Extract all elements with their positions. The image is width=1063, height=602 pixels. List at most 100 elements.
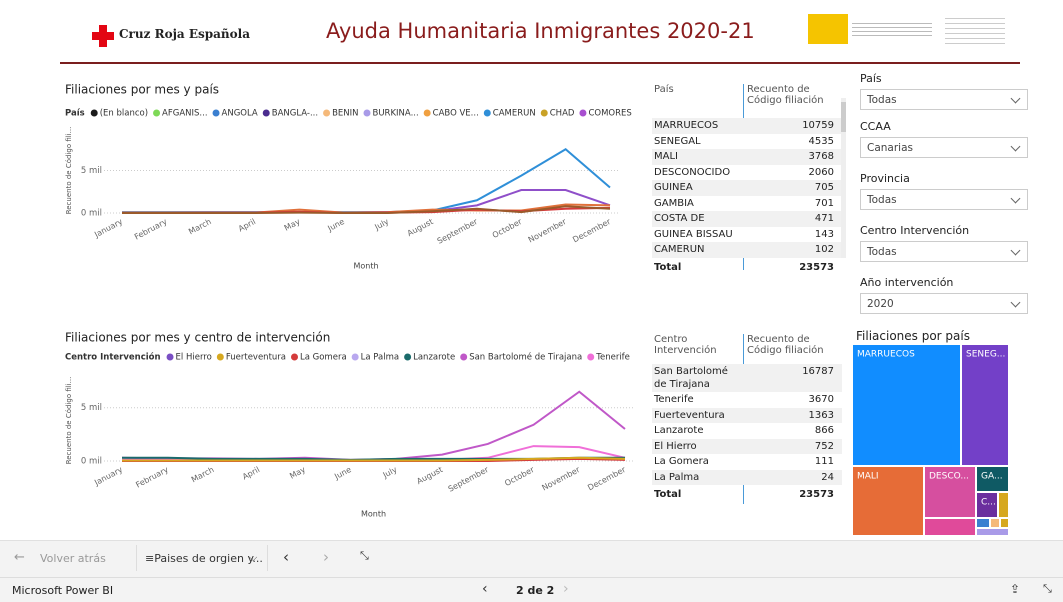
table-row: MALI 3768	[652, 149, 842, 165]
filter-label: País	[860, 72, 882, 85]
page-dropdown[interactable]: ≡Paises de orgien y... ⌵	[136, 545, 268, 571]
ministry-logo	[808, 14, 848, 44]
legend-dot	[540, 109, 548, 117]
filter-dropdown[interactable]: Todas	[860, 241, 1028, 262]
filter-dropdown[interactable]: Todas	[860, 189, 1028, 210]
back-button[interactable]: Volver atrás	[40, 552, 106, 565]
table-row: CAMERUN 102	[652, 242, 842, 258]
row-label: La Palma	[654, 471, 700, 483]
x-tick-label: July	[381, 465, 399, 480]
app-name: Microsoft Power BI	[12, 584, 114, 597]
legend-dot	[291, 353, 298, 361]
page-name: ≡Paises de orgien y...	[145, 552, 263, 565]
legend-label: Tenerife	[595, 353, 630, 363]
treemap-tile	[925, 467, 975, 517]
legend-label: COMORES	[588, 109, 631, 119]
legend-dot	[460, 353, 468, 361]
y-tick-label: 5 mil	[81, 166, 102, 176]
next-page[interactable]: ›	[323, 548, 329, 566]
row-label: Lanzarote	[654, 425, 704, 436]
series-line	[122, 456, 626, 462]
legend-dot	[351, 353, 359, 361]
x-tick-label: February	[133, 217, 169, 242]
x-tick-label: December	[586, 465, 627, 493]
x-tick-label: May	[288, 465, 307, 481]
row-value: 3768	[808, 151, 834, 162]
chart-title: Filiaciones por mes y país	[65, 83, 219, 97]
x-tick-label: November	[527, 217, 569, 245]
legend-label: CAMERUN	[493, 109, 536, 119]
page-name-text: Paises de orgien y...	[154, 552, 263, 565]
series-line	[122, 205, 611, 214]
column-header: Recuento de Código filiación	[747, 334, 824, 356]
treemap-tile	[977, 529, 1008, 535]
prev-page[interactable]: ‹	[283, 548, 289, 566]
share-icon[interactable]: ⇪	[1010, 582, 1021, 596]
row-label: La Gomera	[654, 456, 709, 467]
row-label: Tenerife	[654, 394, 694, 405]
toolbar: ← Volver atrás ≡Paises de orgien y... ⌵ …	[0, 540, 1063, 577]
legend-dot	[212, 109, 220, 117]
chart-title: Filiaciones por mes y centro de interven…	[65, 331, 330, 345]
x-tick-label: September	[436, 217, 480, 246]
filter-panel: País Todas CCAA Canarias Provincia Todas Centr…	[860, 72, 1035, 317]
row-label: MALI	[654, 151, 678, 162]
filter-label: Provincia	[860, 172, 910, 185]
treemap-title: Filiaciones por país	[856, 329, 970, 343]
column-header: País	[654, 84, 674, 95]
legend-dot	[262, 109, 270, 117]
filter-label: CCAA	[860, 120, 891, 133]
x-tick-label: October	[491, 217, 524, 240]
row-value: 143	[814, 228, 834, 240]
next-page[interactable]: ›	[563, 581, 569, 597]
y-tick-label: 5 mil	[81, 403, 102, 413]
filter-dropdown[interactable]: 2020	[860, 293, 1028, 314]
treemap-tile	[962, 345, 1008, 465]
x-tick-label: April	[237, 217, 257, 234]
x-tick-label: August	[406, 217, 435, 238]
line-chart: Filiaciones por mes y país País (En blanco…	[65, 83, 632, 271]
legend-dot	[363, 109, 371, 117]
x-tick-label: December	[571, 217, 612, 245]
table-row: Lanzarote 866	[652, 423, 842, 439]
total-value: 23573	[799, 489, 834, 500]
legend-label: CABO VE...	[433, 109, 479, 119]
filter-dropdown[interactable]: Todas	[860, 89, 1028, 110]
prev-page[interactable]: ‹	[482, 581, 488, 597]
row-label: GAMBIA	[654, 197, 694, 209]
treemap-tile	[853, 467, 923, 535]
row-value: 705	[814, 182, 834, 193]
ministry-text	[945, 14, 1005, 48]
red-cross-logo	[92, 25, 114, 47]
filter-label: Centro Intervención	[860, 224, 970, 237]
row-value: 752	[814, 440, 834, 452]
treemap-label: SENEG...	[966, 350, 1005, 360]
legend-dot	[166, 353, 174, 361]
row-value: 111	[814, 456, 834, 467]
treemap-label: MARRUECOS	[857, 350, 915, 360]
legend-dot	[483, 109, 491, 117]
table-row: El Hierro 752	[652, 438, 842, 454]
table: Centro Intervención Recuento de Código fi…	[652, 334, 844, 504]
legend-label: La Gomera	[300, 353, 347, 363]
table-row: Tenerife 3670	[652, 392, 842, 408]
row-label: MARRUECOS	[654, 120, 719, 131]
x-tick-label: March	[187, 217, 213, 236]
filter-dropdown[interactable]: Canarias	[860, 137, 1028, 158]
total-row: Total 23573	[652, 487, 842, 502]
series-line	[122, 148, 611, 214]
filter-label: Año intervención	[860, 276, 954, 289]
x-tick-label: October	[503, 465, 536, 488]
legend-label: San Bartolomé de Tirajana	[469, 352, 582, 363]
x-tick-label: March	[190, 465, 216, 484]
legend-dot	[587, 353, 595, 361]
legend-label: La Palma	[361, 353, 399, 363]
back-arrow[interactable]: ←	[14, 550, 25, 565]
collapse-icon[interactable]: ⤡	[360, 549, 369, 562]
header-rule	[60, 62, 1020, 64]
table-row: MARRUECOS 10759	[652, 118, 842, 134]
treemap-tile	[977, 493, 997, 517]
x-tick-label: January	[92, 217, 124, 240]
fullscreen-icon[interactable]: ⤡	[1043, 582, 1052, 595]
